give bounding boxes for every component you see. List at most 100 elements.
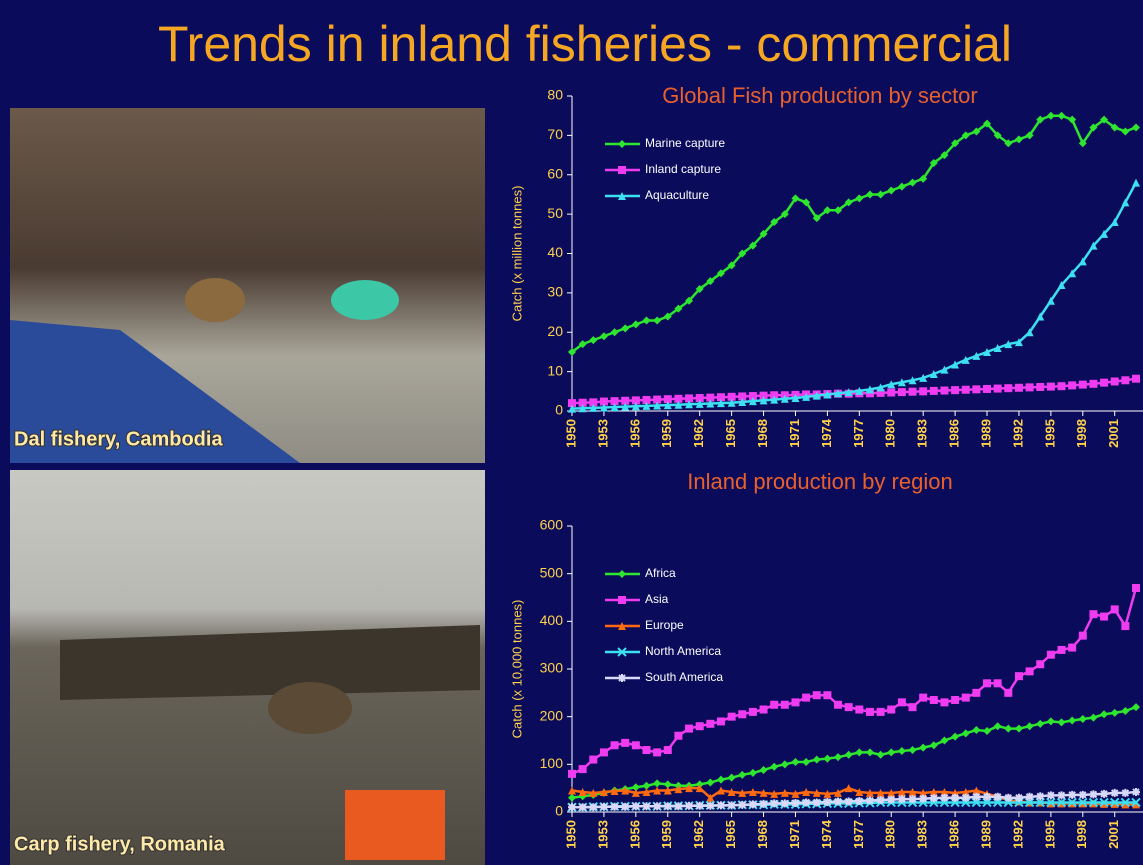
marker [664, 802, 672, 810]
x-tick-label: 1989 [978, 419, 993, 448]
y-tick-label: 80 [547, 87, 563, 103]
marker [1111, 789, 1119, 797]
marker [653, 748, 661, 756]
marker [983, 793, 991, 801]
photo: Carp fishery, Romania [10, 470, 485, 865]
marker [855, 797, 863, 805]
marker [909, 746, 917, 754]
marker [770, 763, 778, 771]
marker [781, 760, 789, 768]
marker [579, 765, 587, 773]
x-tick-label: 1983 [915, 419, 930, 448]
marker [1132, 703, 1140, 711]
marker [1015, 135, 1023, 143]
marker [930, 387, 938, 395]
marker [600, 332, 608, 340]
marker [1047, 717, 1055, 725]
marker [940, 387, 948, 395]
marker [877, 190, 885, 198]
marker [823, 755, 831, 763]
marker [1089, 610, 1097, 618]
x-tick-label: 1950 [563, 419, 578, 448]
marker [696, 722, 704, 730]
marker [802, 694, 810, 702]
marker [618, 674, 626, 682]
marker [653, 802, 661, 810]
x-tick-label: 1989 [978, 820, 993, 849]
x-tick-label: 1992 [1010, 820, 1025, 849]
marker [962, 729, 970, 737]
marker [674, 802, 682, 810]
marker [909, 388, 917, 396]
marker [823, 691, 831, 699]
x-tick-label: 1962 [691, 820, 706, 849]
marker [706, 778, 714, 786]
marker [653, 316, 661, 324]
x-tick-label: 1998 [1074, 820, 1089, 849]
marker [866, 190, 874, 198]
series-line [572, 116, 1136, 352]
marker [1111, 377, 1119, 385]
marker [813, 756, 821, 764]
photo-caption: Dal fishery, Cambodia [14, 428, 223, 450]
marker [1047, 651, 1055, 659]
legend-label: North America [645, 644, 721, 658]
legend-label: Marine capture [645, 136, 725, 150]
marker [994, 385, 1002, 393]
marker [706, 720, 714, 728]
marker [1036, 720, 1044, 728]
marker [1026, 793, 1034, 801]
photo-detail [331, 280, 399, 320]
marker [909, 179, 917, 187]
marker [1089, 790, 1097, 798]
slide-title: Trends in inland fisheries - commercial [158, 16, 1012, 72]
marker [706, 802, 714, 810]
marker [887, 706, 895, 714]
marker [696, 802, 704, 810]
legend-label: Africa [645, 566, 676, 580]
x-tick-label: 1998 [1074, 419, 1089, 448]
marker [1089, 380, 1097, 388]
marker [887, 796, 895, 804]
x-tick-label: 1953 [595, 820, 610, 849]
marker [1100, 790, 1108, 798]
marker [866, 748, 874, 756]
marker [951, 794, 959, 802]
marker [930, 794, 938, 802]
x-tick-label: 1956 [627, 419, 642, 448]
x-tick-label: 1965 [723, 820, 738, 849]
marker [940, 737, 948, 745]
marker [1132, 375, 1140, 383]
marker [1121, 707, 1129, 715]
x-tick-label: 1983 [915, 820, 930, 849]
marker [1068, 791, 1076, 799]
legend-label: Aquaculture [645, 188, 709, 202]
marker [632, 320, 640, 328]
marker [621, 739, 629, 747]
marker [951, 386, 959, 394]
marker [1132, 124, 1140, 132]
marker [909, 795, 917, 803]
marker [632, 741, 640, 749]
marker [1047, 791, 1055, 799]
marker [887, 187, 895, 195]
marker [909, 703, 917, 711]
marker [866, 708, 874, 716]
y-tick-label: 600 [540, 517, 564, 533]
marker [1004, 794, 1012, 802]
marker [834, 701, 842, 709]
marker [877, 708, 885, 716]
marker [738, 801, 746, 809]
marker [717, 801, 725, 809]
marker [845, 798, 853, 806]
marker [728, 801, 736, 809]
marker [611, 741, 619, 749]
marker [1121, 622, 1129, 630]
slide: Trends in inland fisheries - commercial … [0, 0, 1143, 865]
marker [618, 570, 626, 578]
marker [1111, 605, 1119, 613]
marker [1058, 718, 1066, 726]
marker [653, 779, 661, 787]
marker [568, 794, 576, 802]
photo-detail [268, 682, 352, 734]
